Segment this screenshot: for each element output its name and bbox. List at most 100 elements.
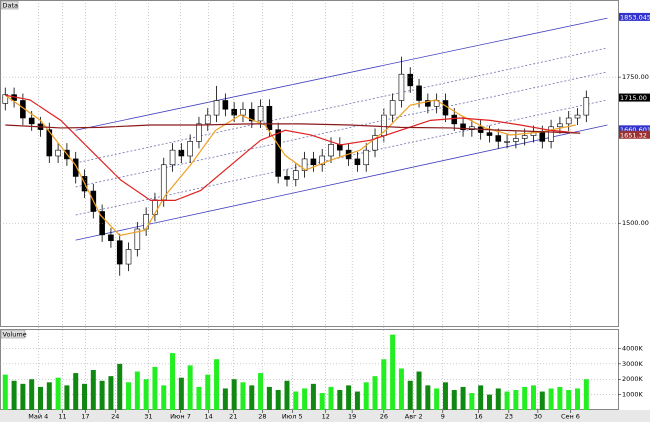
volume-bar — [2, 374, 8, 410]
x-tick-label: 24 — [111, 413, 119, 421]
candle-body — [486, 132, 493, 136]
volume-bar — [293, 391, 299, 410]
volume-bar — [82, 383, 88, 410]
x-tick-label: 30 — [534, 413, 542, 421]
candle-body — [319, 155, 326, 166]
candle-body — [363, 149, 370, 166]
volume-bar — [381, 359, 387, 410]
x-tick-label: 12 — [322, 413, 330, 421]
volume-bar — [55, 377, 61, 410]
price-marker — [619, 130, 650, 139]
x-tick-label: Май 4 — [28, 413, 48, 421]
volume-bar — [240, 382, 246, 410]
price-marker — [619, 125, 650, 134]
volume-bar — [152, 366, 158, 410]
plot-area — [2, 17, 608, 276]
y-tick-label: 2000K — [622, 375, 644, 383]
volume-bar — [425, 385, 431, 410]
candle-body — [196, 123, 202, 142]
candle-body — [169, 149, 176, 166]
y-tick-label: 1000K — [622, 391, 644, 399]
volume-bar — [495, 388, 501, 410]
volume-bar — [530, 385, 536, 410]
candle-body — [513, 138, 519, 142]
candle-body — [248, 108, 255, 122]
volume-bar — [310, 383, 316, 410]
volume-bar — [442, 382, 448, 410]
volume-bar — [469, 393, 475, 410]
volume-bar — [302, 388, 308, 410]
trendline — [75, 17, 608, 131]
price-panel — [0, 0, 619, 327]
candle-body — [398, 73, 405, 101]
volume-bar — [46, 382, 52, 410]
candle-body — [284, 176, 290, 180]
x-tick-label: 21 — [229, 413, 237, 421]
candle-body — [451, 114, 458, 125]
candle-body — [495, 135, 502, 142]
candle-body — [187, 141, 193, 157]
trendline — [75, 99, 608, 216]
candle-body — [504, 141, 510, 143]
volume-bar — [11, 380, 17, 410]
panel-title: Volume — [3, 331, 27, 339]
x-tick-label: Июл 5 — [282, 413, 303, 421]
volume-bar — [398, 368, 404, 410]
x-tick-label: Сен 6 — [561, 413, 580, 421]
x-tick-label: 31 — [144, 413, 152, 421]
volume-bar — [363, 382, 369, 410]
volume-bar — [196, 386, 202, 410]
x-tick-label: 28 — [258, 413, 266, 421]
x-tick-label: 26 — [380, 413, 388, 421]
volume-bar — [416, 371, 422, 410]
volume-bar — [434, 388, 440, 410]
candle-body — [46, 129, 53, 157]
y-tick-label: 1750.00 — [622, 73, 649, 81]
candle-body — [108, 234, 114, 242]
price-marker — [619, 12, 650, 21]
candle-body — [354, 158, 361, 166]
volume-bar — [170, 353, 176, 410]
volume-bar — [566, 390, 572, 410]
volume-bar — [231, 379, 237, 410]
candle-body — [310, 158, 317, 166]
candle-body — [548, 126, 554, 142]
candle-body — [442, 100, 449, 116]
candle-body — [257, 106, 264, 122]
candle-body — [178, 149, 185, 157]
x-tick-label: 14 — [205, 413, 213, 421]
volume-bar — [222, 388, 228, 410]
volume-bar — [143, 379, 149, 410]
volume-bar — [337, 390, 343, 410]
volume-bar — [557, 386, 563, 410]
candle-body — [539, 132, 546, 142]
candle-body — [557, 123, 563, 128]
volume-bar — [37, 386, 43, 410]
volume-bar — [522, 386, 528, 410]
volume-bar — [134, 371, 140, 410]
candle-body — [55, 149, 61, 157]
trendline — [75, 124, 608, 241]
volume-bar — [328, 386, 334, 410]
volume-bar — [548, 388, 554, 410]
volume-bar — [108, 376, 114, 410]
volume-bar — [161, 385, 167, 410]
moving-average — [5, 94, 581, 201]
candle-body — [116, 240, 123, 265]
candle-body — [574, 114, 581, 119]
volume-bar — [258, 373, 264, 410]
price-marker-label: 1651.32 — [620, 131, 647, 139]
candle-body — [204, 114, 211, 125]
volume-bar — [583, 379, 589, 410]
volume-bar — [513, 390, 519, 410]
price-marker — [619, 93, 650, 102]
volume-bar — [354, 391, 360, 410]
volume-bar — [478, 385, 484, 410]
candle-body — [28, 117, 35, 125]
y-tick-label: 3000K — [622, 360, 644, 368]
price-marker-label: 1853.0458 — [620, 13, 650, 21]
trendline — [75, 71, 608, 188]
volume-bar — [29, 379, 35, 410]
candle-body — [152, 199, 158, 215]
candle-body — [240, 108, 246, 116]
